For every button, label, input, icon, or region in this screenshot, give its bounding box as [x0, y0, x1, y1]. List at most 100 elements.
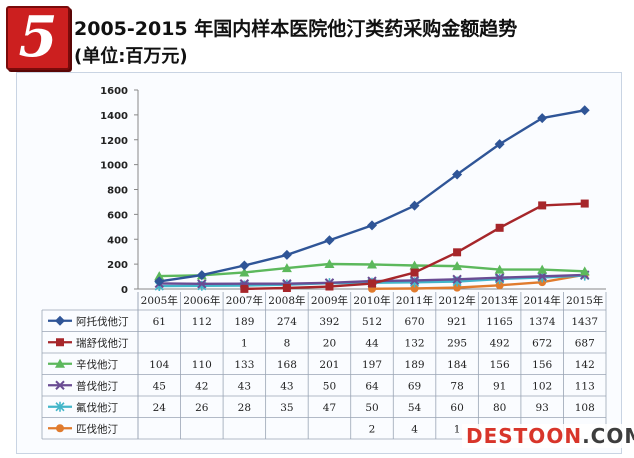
y-tick-label: 200	[107, 260, 128, 271]
data-point	[282, 284, 291, 293]
data-point	[281, 249, 292, 260]
data-label: 1437	[571, 316, 598, 328]
data-point	[495, 281, 504, 290]
data-point	[452, 169, 463, 180]
data-label: 8	[284, 337, 291, 349]
y-tick-label: 1400	[100, 111, 128, 122]
y-tick-label: 600	[107, 210, 128, 221]
data-label: 61	[153, 316, 166, 328]
data-point	[197, 279, 207, 289]
data-point	[410, 284, 419, 293]
data-label: 184	[447, 359, 467, 371]
data-label: 687	[575, 337, 595, 349]
watermark-text: DESTOON	[466, 424, 583, 448]
data-label: 142	[575, 359, 595, 371]
data-label: 54	[408, 402, 422, 414]
x-tick-label: 2012年	[438, 294, 475, 307]
data-point	[453, 283, 462, 292]
data-label: 93	[535, 402, 548, 414]
x-tick-label: 2014年	[524, 294, 561, 307]
data-label: 132	[405, 337, 425, 349]
legend-marker	[55, 401, 65, 412]
data-label: 50	[365, 402, 378, 414]
data-point	[537, 264, 548, 274]
data-label: 110	[192, 359, 212, 371]
data-point	[325, 282, 334, 291]
section-number-badge: 5	[6, 4, 70, 70]
data-label: 274	[277, 316, 297, 328]
legend-label: 氟伐他汀	[76, 401, 118, 414]
data-label: 80	[493, 402, 506, 414]
data-label: 189	[234, 316, 254, 328]
data-point	[409, 260, 420, 270]
x-tick-label: 2013年	[481, 294, 518, 307]
data-label: 921	[447, 316, 467, 328]
data-label: 47	[323, 402, 336, 414]
data-point	[409, 200, 420, 211]
data-label: 112	[192, 316, 212, 328]
data-point	[452, 274, 462, 285]
data-label: 189	[405, 359, 425, 371]
data-point	[495, 223, 504, 232]
data-label: 295	[447, 337, 467, 349]
legend-marker	[55, 358, 65, 368]
legend-label: 普伐他汀	[76, 379, 118, 392]
data-point	[537, 113, 548, 124]
watermark-tld: .COM	[582, 424, 634, 448]
data-label: 28	[238, 402, 251, 414]
data-label: 492	[490, 337, 510, 349]
data-label: 44	[365, 337, 379, 349]
data-point	[452, 261, 463, 271]
data-label: 91	[493, 380, 506, 392]
data-label: 2	[369, 423, 376, 435]
x-tick-label: 2007年	[226, 294, 263, 307]
data-point	[494, 264, 505, 274]
data-label: 78	[450, 380, 463, 392]
legend-marker	[55, 380, 65, 390]
data-point	[579, 105, 590, 116]
data-label: 1165	[486, 316, 513, 328]
data-label: 20	[323, 337, 336, 349]
y-tick-label: 400	[107, 235, 128, 246]
data-point	[324, 235, 335, 246]
data-point	[410, 268, 419, 277]
data-label: 512	[362, 316, 382, 328]
data-label: 43	[238, 380, 251, 392]
data-label: 43	[280, 380, 293, 392]
x-tick-label: 2008年	[268, 294, 305, 307]
y-tick-label: 800	[107, 186, 128, 197]
data-label: 24	[153, 402, 167, 414]
data-label: 69	[408, 380, 421, 392]
data-point	[324, 259, 335, 269]
data-label: 1374	[529, 316, 556, 328]
data-label: 108	[575, 402, 595, 414]
data-point	[494, 272, 505, 283]
data-label: 197	[362, 359, 382, 371]
x-tick-label: 2009年	[311, 294, 348, 307]
x-tick-label: 2006年	[183, 294, 220, 307]
data-label: 201	[319, 359, 339, 371]
y-tick-label: 1200	[100, 136, 128, 147]
data-point	[239, 267, 250, 277]
y-tick-label: 0	[121, 285, 128, 296]
x-tick-label: 2011年	[396, 294, 433, 307]
data-label: 4	[411, 423, 418, 435]
data-point	[281, 263, 292, 273]
legend-label: 辛伐他汀	[76, 358, 118, 371]
data-point	[154, 276, 165, 287]
data-point	[580, 199, 589, 208]
data-label: 45	[153, 380, 166, 392]
data-point	[409, 275, 420, 286]
legend-label: 瑞舒伐他汀	[76, 336, 129, 349]
data-point	[154, 271, 165, 281]
data-point	[453, 248, 462, 257]
legend-marker	[55, 315, 65, 326]
data-point	[367, 259, 377, 269]
data-label: 50	[323, 380, 336, 392]
data-label: 35	[280, 402, 293, 414]
data-label: 42	[195, 380, 208, 392]
legend-marker	[56, 338, 64, 347]
data-label: 133	[234, 359, 254, 371]
x-tick-label: 2005年	[141, 294, 178, 307]
